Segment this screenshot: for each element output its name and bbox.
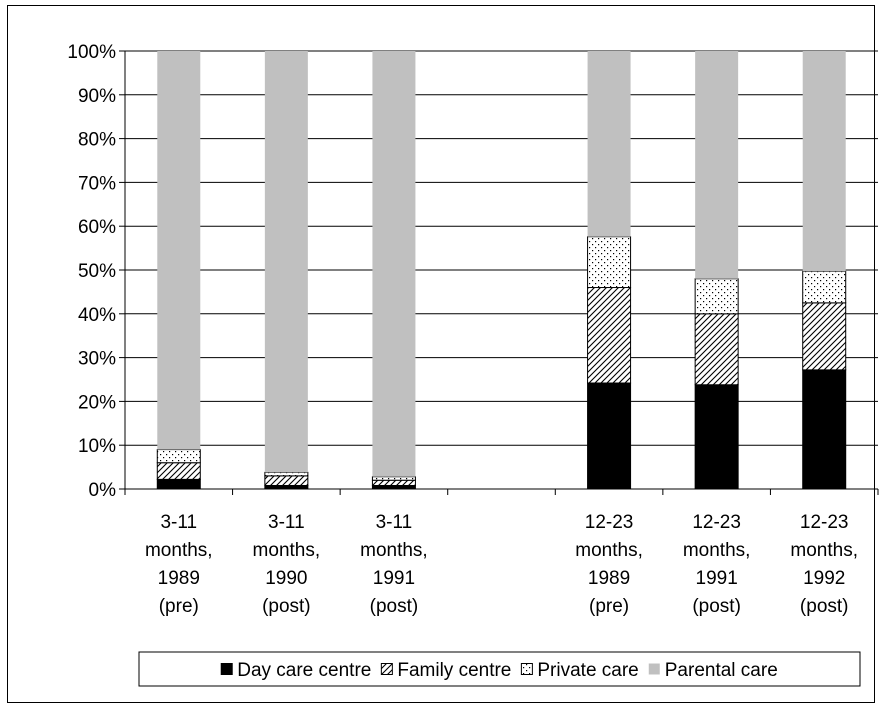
x-category-label: (pre) [589, 596, 629, 617]
legend-swatch [380, 663, 393, 675]
x-category-label: 1989 [588, 568, 630, 589]
x-category-label: (post) [370, 596, 419, 617]
y-tick-label: 80% [78, 130, 116, 151]
x-axis-categories: 3-11 months, 1989 (pre) 3-11 months, 1990 (post… [145, 512, 858, 617]
legend-entry: Day care centre [237, 660, 371, 681]
bar-segment [587, 287, 632, 384]
x-category-label: 12-23 [800, 512, 849, 533]
bar-segment [694, 313, 739, 386]
y-tick-label: 40% [78, 305, 116, 326]
x-category-label: 1992 [803, 568, 845, 589]
bar-segment [157, 51, 201, 450]
bar-segment [694, 384, 739, 490]
bar-segment [802, 270, 847, 304]
legend-entry: Parental care [665, 660, 778, 681]
x-category-label: months, [575, 540, 643, 561]
bar-segment [371, 484, 416, 490]
bar-segment [802, 51, 846, 272]
bar-segment [156, 478, 201, 490]
legend: Day care centre Family centre Private care… [138, 651, 861, 687]
x-category-label: months, [683, 540, 751, 561]
y-tick-label: 90% [78, 86, 116, 107]
x-category-label: 1991 [373, 568, 415, 589]
x-category-label: 1990 [265, 568, 307, 589]
bar-segment [264, 484, 309, 490]
legend-swatch [648, 663, 660, 675]
x-category-label: months, [145, 540, 213, 561]
bar-segment [264, 51, 308, 473]
bars [156, 51, 847, 490]
y-tick-label: 70% [78, 173, 116, 194]
bar-segment [372, 51, 416, 477]
legend-entry: Family centre [397, 660, 511, 681]
bar-segment [156, 462, 201, 480]
legend-swatch [520, 663, 533, 675]
x-category-label: 3-11 [160, 512, 197, 533]
legend-entry: Private care [537, 660, 638, 681]
x-category-label: 12-23 [585, 512, 634, 533]
x-category-label: 3-11 [376, 512, 413, 533]
bar-segment [695, 51, 739, 279]
x-category-label: months, [790, 540, 858, 561]
y-tick-label: 30% [78, 349, 116, 370]
x-category-label: 3-11 [268, 512, 305, 533]
x-category-label: (pre) [159, 596, 199, 617]
axes [124, 51, 879, 495]
y-tick-label: 20% [78, 392, 116, 413]
bar-segment [371, 479, 416, 486]
x-category-label: 12-23 [692, 512, 741, 533]
legend-swatch [220, 663, 233, 675]
bar-segment [264, 475, 309, 486]
bar-segment [587, 236, 632, 289]
bar-segment [587, 51, 631, 237]
bar-segment [371, 476, 416, 481]
x-category-label: months, [253, 540, 321, 561]
y-tick-label: 10% [78, 436, 116, 457]
y-tick-label: 60% [78, 217, 116, 238]
x-category-label: (post) [800, 596, 849, 617]
gridlines [125, 50, 878, 490]
y-tick-label: 0% [89, 480, 117, 501]
x-category-label: (post) [692, 596, 741, 617]
bar-segment [264, 471, 309, 477]
bar-segment [802, 369, 847, 490]
x-category-label: months, [360, 540, 428, 561]
bar-segment [156, 449, 201, 464]
bar-segment [694, 278, 739, 315]
x-category-label: (post) [262, 596, 311, 617]
x-category-label: 1991 [696, 568, 738, 589]
bar-segment [802, 302, 847, 371]
y-axis-ticks: 0% 10% 20% 30% 40% 50% 60% 70% 80% 90% 100% [67, 42, 125, 501]
bar-segment [587, 382, 632, 490]
y-tick-label: 50% [78, 261, 116, 282]
x-category-label: 1989 [158, 568, 200, 589]
y-tick-label: 100% [67, 42, 116, 63]
legend-box [138, 651, 861, 687]
